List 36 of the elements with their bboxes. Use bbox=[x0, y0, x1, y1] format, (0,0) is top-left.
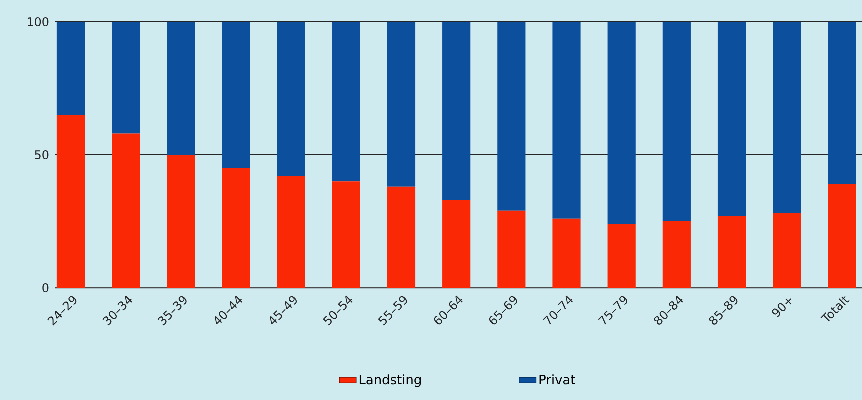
bar bbox=[552, 22, 581, 219]
bar bbox=[608, 22, 636, 224]
bar bbox=[498, 210, 526, 288]
bar bbox=[552, 218, 581, 288]
bar bbox=[332, 22, 360, 182]
legend-label: Landsting bbox=[360, 374, 421, 388]
bar bbox=[662, 222, 691, 288]
bar bbox=[56, 22, 86, 116]
bar bbox=[718, 22, 746, 216]
bar bbox=[442, 200, 471, 288]
y-tick-label: 100 bbox=[28, 17, 49, 27]
legend-label: Privat bbox=[540, 374, 576, 385]
bar bbox=[332, 182, 360, 288]
y-tick-label: 0 bbox=[42, 283, 49, 293]
bar bbox=[773, 22, 802, 214]
bar bbox=[112, 134, 140, 288]
bar bbox=[773, 214, 802, 288]
bar bbox=[167, 22, 196, 155]
bar bbox=[828, 22, 856, 184]
bar bbox=[662, 22, 691, 222]
bar bbox=[387, 22, 416, 187]
bar bbox=[222, 22, 250, 168]
bar bbox=[112, 22, 140, 134]
bar bbox=[498, 22, 526, 211]
bar bbox=[718, 216, 746, 288]
bar bbox=[442, 22, 471, 200]
bar bbox=[167, 155, 196, 288]
bar bbox=[387, 186, 416, 288]
bar bbox=[828, 184, 856, 288]
bar bbox=[277, 176, 306, 288]
bar bbox=[277, 22, 306, 176]
bar bbox=[56, 115, 86, 288]
bar bbox=[222, 168, 250, 288]
bar bbox=[608, 224, 636, 288]
x-tick-label: 90+ bbox=[772, 298, 792, 318]
y-tick-label: 50 bbox=[35, 150, 49, 160]
